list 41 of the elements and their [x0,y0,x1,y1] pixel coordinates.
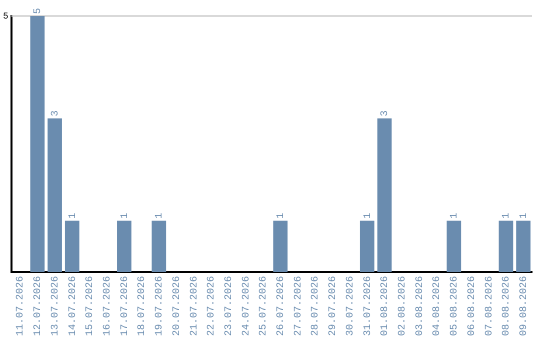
data-label: 1 [120,212,131,219]
x-tick-label: 30.07.2026 [345,276,356,336]
x-tick-label: 27.07.2026 [293,276,304,336]
x-tick-label: 02.08.2026 [397,276,408,336]
data-label: 1 [502,212,513,219]
data-label: 3 [50,110,62,116]
x-tick-label: 16.07.2026 [102,276,114,336]
x-tick-label: 09.08.2026 [518,276,530,336]
data-label: 1 [362,212,374,219]
x-tick-label: 18.07.2026 [137,276,148,336]
x-tick-label: 28.07.2026 [310,276,322,336]
data-label: 1 [154,212,166,219]
x-tick-label: 21.07.2026 [189,276,200,336]
data-label: 1 [68,212,79,219]
x-tick-label: 15.07.2026 [85,276,96,336]
data-label: 1 [276,212,288,219]
x-tick-label: 26.07.2026 [276,276,288,336]
x-tick-label: 14.07.2026 [68,276,79,336]
x-tick-label: 06.08.2026 [466,276,478,336]
x-tick-label: 20.07.2026 [172,276,183,336]
x-tick-label: 19.07.2026 [154,276,166,336]
x-tick-label: 08.08.2026 [502,276,513,336]
x-tick-label: 17.07.2026 [120,276,131,336]
x-tick-label: 04.08.2026 [432,276,444,336]
x-tick-label: 13.07.2026 [50,276,62,336]
data-label: 5 [33,8,44,14]
x-tick-label: 25.07.2026 [258,276,270,336]
x-tick-label: 03.08.2026 [414,276,426,336]
x-tick-label: 23.07.2026 [224,276,235,336]
x-tick-label: 01.08.2026 [380,276,392,336]
x-tick-label: 24.07.2026 [241,276,252,336]
x-tick-label: 31.07.2026 [362,276,374,336]
x-tick-label: 22.07.2026 [206,276,218,336]
data-label: 1 [450,212,461,219]
x-tick-label: 11.07.2026 [16,276,27,336]
data-label: 3 [380,110,392,116]
x-tick-label: 05.08.2026 [450,276,461,336]
x-tick-label: 29.07.2026 [328,276,340,336]
data-label: 1 [518,212,530,219]
x-tick-label: 12.07.2026 [33,276,44,336]
x-tick-label: 07.08.2026 [484,276,496,336]
